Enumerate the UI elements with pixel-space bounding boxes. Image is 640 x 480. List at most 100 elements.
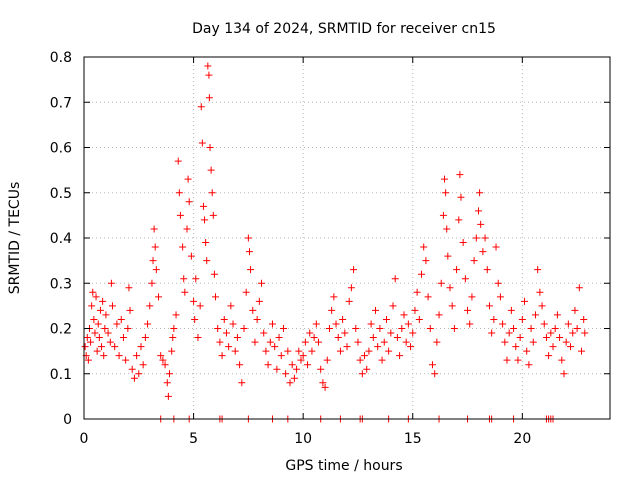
x-tick-label: 0 (80, 431, 89, 447)
data-point (146, 302, 154, 310)
data-point (111, 343, 119, 351)
data-point (499, 320, 507, 328)
data-point (400, 311, 408, 319)
data-point (286, 379, 294, 387)
data-point (106, 338, 114, 346)
data-point (168, 347, 176, 355)
data-point (201, 216, 209, 224)
data-point (317, 365, 325, 373)
data-point (396, 352, 404, 360)
data-point (443, 225, 451, 233)
data-point (251, 338, 259, 346)
data-point (437, 279, 445, 287)
data-point (218, 352, 226, 360)
data-point (580, 315, 588, 323)
data-point (242, 288, 250, 296)
data-point (382, 315, 390, 323)
data-point (510, 325, 518, 332)
data-point (336, 347, 344, 355)
data-point (393, 334, 401, 342)
data-point (229, 320, 237, 328)
data-point (455, 216, 463, 224)
data-point (343, 343, 351, 351)
data-point (84, 356, 92, 364)
data-point (312, 320, 320, 328)
data-point (181, 288, 189, 296)
data-point (245, 248, 253, 256)
data-point (380, 338, 388, 346)
data-point (161, 361, 169, 369)
data-point (479, 248, 487, 256)
data-point (354, 338, 362, 346)
data-point (575, 284, 583, 292)
data-point (141, 334, 149, 342)
data-point (553, 311, 561, 319)
data-point (374, 343, 382, 351)
data-point (247, 266, 255, 274)
y-tick-label: 0.8 (50, 50, 72, 66)
data-point (159, 356, 167, 364)
data-point (476, 189, 484, 197)
data-point (96, 306, 104, 314)
data-point (301, 338, 309, 346)
data-point (155, 293, 163, 301)
data-point (264, 361, 272, 369)
data-point (350, 266, 358, 274)
data-point (124, 325, 132, 332)
data-point (207, 166, 215, 174)
data-point (89, 288, 97, 296)
data-point (334, 334, 342, 342)
data-point (472, 234, 480, 242)
data-point (435, 311, 443, 319)
data-point (202, 239, 210, 247)
data-point (446, 284, 454, 292)
data-point (169, 334, 177, 342)
data-point (578, 347, 586, 355)
data-point (220, 315, 228, 323)
data-point (466, 320, 474, 328)
data-point (176, 211, 184, 219)
data-point (81, 343, 89, 351)
data-point (212, 293, 219, 301)
data-point (119, 334, 127, 342)
data-point (536, 288, 544, 296)
data-point (332, 320, 340, 328)
data-point (104, 329, 112, 337)
x-axis-label: GPS time / hours (285, 458, 402, 474)
data-point (93, 347, 101, 355)
data-point (128, 365, 136, 373)
data-point (323, 356, 331, 364)
data-point (573, 325, 581, 332)
data-point (170, 325, 178, 332)
data-point (222, 329, 230, 337)
data-point (562, 338, 570, 346)
data-point (547, 329, 555, 337)
data-point (457, 193, 465, 201)
data-point (100, 352, 108, 360)
data-point (407, 343, 415, 351)
data-point (398, 325, 406, 332)
data-point (99, 297, 107, 305)
data-point (485, 302, 493, 310)
data-point (542, 334, 550, 342)
data-point (494, 279, 502, 287)
data-point (277, 352, 285, 360)
data-point (503, 356, 511, 364)
y-tick-label: 0.2 (50, 322, 72, 338)
data-point (174, 157, 182, 165)
data-point (183, 225, 191, 233)
data-point (293, 365, 301, 373)
data-point (538, 302, 546, 310)
data-point (418, 270, 426, 278)
data-point (102, 311, 110, 319)
data-point (477, 220, 485, 228)
data-point (507, 306, 515, 314)
data-point (185, 198, 193, 206)
data-point (441, 175, 449, 183)
data-point (148, 279, 156, 287)
data-point (328, 306, 336, 314)
data-point (150, 225, 158, 233)
data-point (424, 293, 432, 301)
data-point (88, 302, 96, 310)
x-tick-label: 10 (294, 431, 312, 447)
